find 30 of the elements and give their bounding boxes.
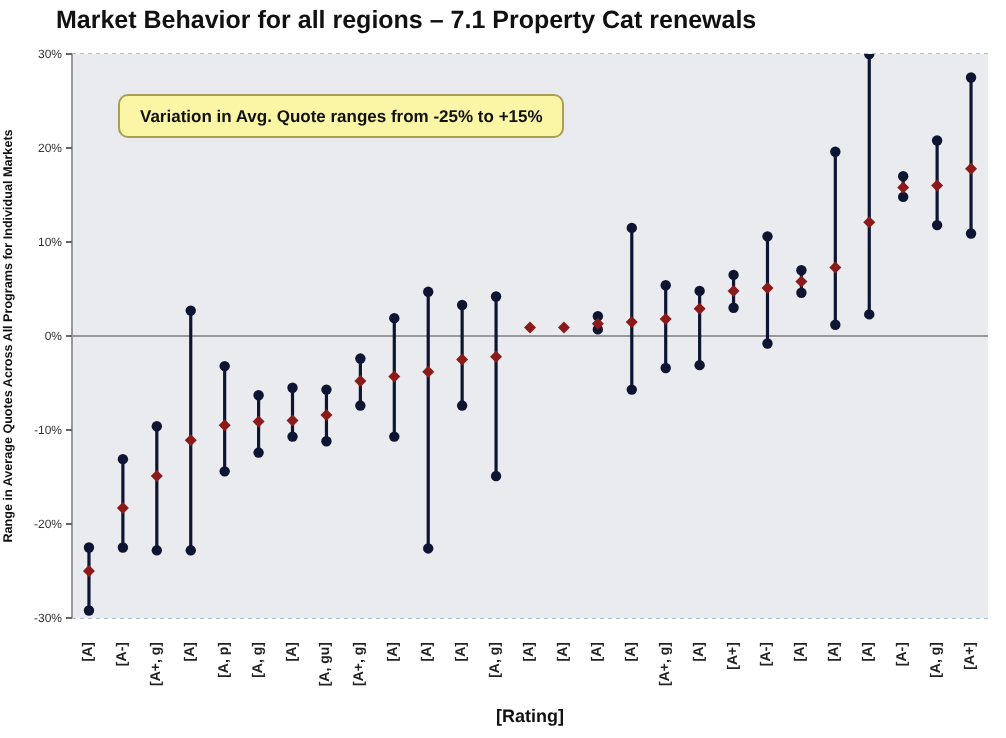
point — [116, 502, 129, 515]
point — [761, 282, 774, 295]
point — [422, 365, 435, 378]
point — [625, 315, 638, 328]
chart-title: Market Behavior for all regions – 7.1 Property Cat renewals — [56, 6, 757, 34]
point — [388, 370, 401, 383]
point — [184, 434, 197, 447]
point — [795, 275, 808, 288]
point — [863, 216, 876, 229]
point — [727, 284, 740, 297]
point — [218, 419, 231, 432]
annotation: Variation in Avg. Quote ranges from -25% to +15% — [118, 94, 565, 138]
point — [591, 317, 604, 330]
point — [693, 302, 706, 315]
point — [829, 261, 842, 274]
point — [252, 415, 265, 428]
point — [965, 162, 978, 175]
point — [354, 375, 367, 388]
point — [659, 313, 672, 326]
point — [456, 353, 469, 366]
point — [286, 414, 299, 427]
point — [931, 179, 944, 192]
point — [524, 321, 536, 334]
point — [557, 321, 570, 334]
point — [320, 408, 333, 421]
point — [490, 350, 503, 363]
x-axis-title: [Rating] — [496, 706, 564, 726]
point — [82, 565, 95, 577]
point — [150, 470, 163, 483]
point — [897, 181, 910, 194]
